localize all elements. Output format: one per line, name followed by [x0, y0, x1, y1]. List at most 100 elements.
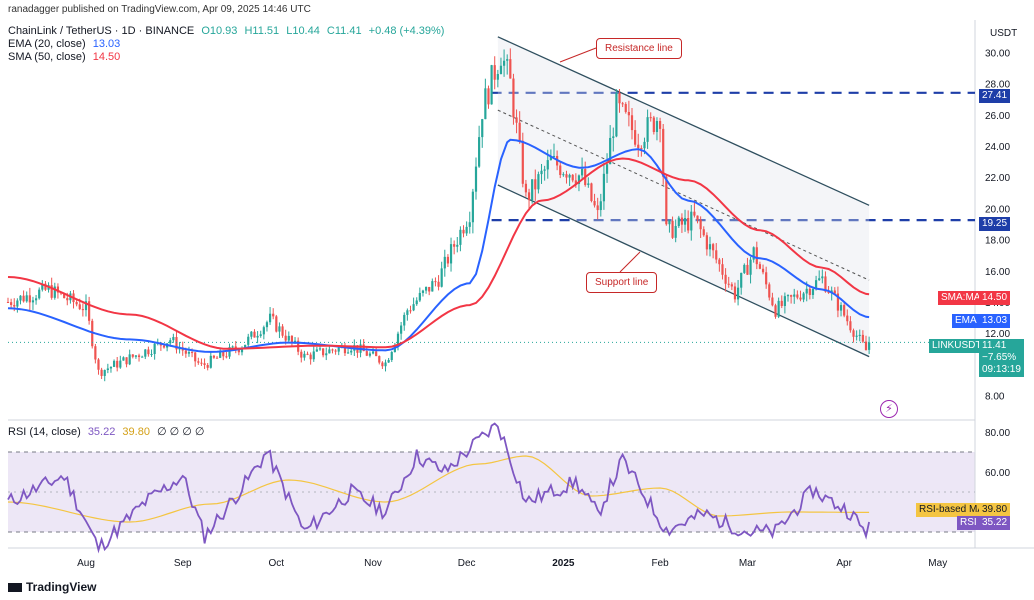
ema-20-line [7, 138, 870, 353]
candle-body [783, 296, 786, 307]
candle-body [268, 313, 272, 323]
candle-body [272, 313, 275, 317]
candle-body [827, 291, 830, 293]
candle-body [590, 183, 593, 201]
candle-body [478, 137, 481, 167]
candle-body [646, 117, 649, 142]
last-change: −7.65% [982, 352, 1017, 363]
candle-body [334, 350, 337, 352]
candle-body [250, 331, 253, 337]
candle-body [331, 349, 334, 351]
candle-body [730, 284, 733, 287]
candle-body [680, 217, 684, 225]
candle-body [577, 175, 581, 184]
candle-body [596, 205, 599, 211]
support-callout-pointer [619, 251, 641, 273]
candle-body [262, 327, 265, 335]
price-tick-label: 30.00 [985, 48, 1010, 59]
sma-legend[interactable]: SMA (50, close) 14.50 [8, 51, 124, 63]
indicator-lines [7, 138, 870, 353]
candle-body [540, 170, 543, 175]
candle-body [322, 348, 325, 356]
candle-body [721, 264, 724, 275]
candle-body [56, 286, 60, 293]
candle-body [814, 280, 818, 289]
candle-body [543, 169, 546, 171]
candle-body [718, 259, 721, 265]
countdown-timer: 09:13:19 [982, 364, 1021, 375]
candle-body [318, 348, 322, 350]
candle-body [365, 351, 368, 356]
rsi-tick-label: 80.00 [985, 428, 1010, 439]
rsi-line [7, 422, 870, 554]
tradingview-logo[interactable]: TradingView [8, 580, 96, 594]
symbol-title[interactable]: ChainLink / TetherUS · 1D · BINANCE [8, 25, 195, 37]
candle-body [609, 137, 612, 165]
candle-body [677, 217, 680, 227]
candle-body [780, 300, 783, 307]
candle-body [758, 264, 762, 269]
candle-body [724, 274, 727, 284]
candle-body [546, 160, 549, 170]
candle-body [765, 272, 768, 285]
candle-body [715, 250, 718, 260]
descending-channel [491, 36, 975, 358]
candle-body [861, 334, 864, 342]
candle-body [400, 325, 403, 334]
candle-body [34, 298, 38, 301]
candle-body [384, 362, 387, 367]
candle-body [350, 350, 353, 353]
candle-body [240, 348, 244, 353]
candle-body [162, 345, 166, 348]
candle-body [868, 342, 871, 350]
channel-fill [497, 36, 870, 357]
candle-body [615, 93, 618, 137]
candle-body [343, 345, 347, 354]
symbol-price-tag: LINKUSDT [929, 339, 985, 353]
candle-body [6, 302, 10, 303]
candle-body [225, 356, 228, 358]
candle-body [852, 330, 855, 337]
candle-body [253, 331, 256, 338]
candle-body [690, 211, 693, 231]
candle-body [768, 284, 771, 298]
candle-body [790, 295, 793, 297]
candle-body [147, 349, 150, 355]
candle-body [821, 276, 824, 279]
lightning-icon[interactable]: ⚡ [880, 400, 898, 418]
candle-body [668, 220, 671, 225]
candle-body [640, 148, 643, 150]
candle-body [434, 281, 437, 283]
candle-body [534, 179, 537, 190]
candle-body [655, 121, 659, 132]
candle-body [531, 179, 534, 201]
candle-body [662, 128, 665, 177]
rsi-legend[interactable]: RSI (14, close) 35.22 39.80 ∅ ∅ ∅ ∅ [8, 425, 209, 438]
candle-body [440, 268, 443, 287]
candle-body [580, 169, 584, 176]
candle-body [602, 173, 606, 202]
candle-body [197, 361, 200, 363]
candle-body [194, 352, 197, 362]
candle-body [387, 360, 390, 363]
candle-body [237, 349, 240, 353]
ema-legend[interactable]: EMA (20, close) 13.03 [8, 38, 124, 50]
candle-body [116, 360, 119, 368]
candle-body [799, 297, 802, 300]
candle-body [306, 353, 309, 355]
candle-body [134, 355, 138, 357]
rsi-pane [7, 422, 975, 554]
candle-body [309, 354, 312, 360]
candle-body [687, 218, 690, 231]
candle-body [565, 174, 568, 178]
price-tick-label: 26.00 [985, 111, 1010, 122]
candle-body [746, 264, 749, 275]
candle-body [275, 316, 278, 332]
candle-body [630, 115, 634, 131]
candle-body [481, 119, 484, 138]
candle-body [371, 351, 375, 354]
candle-body [805, 288, 808, 294]
candle-body [855, 335, 858, 337]
time-tick-label: Dec [458, 558, 476, 569]
